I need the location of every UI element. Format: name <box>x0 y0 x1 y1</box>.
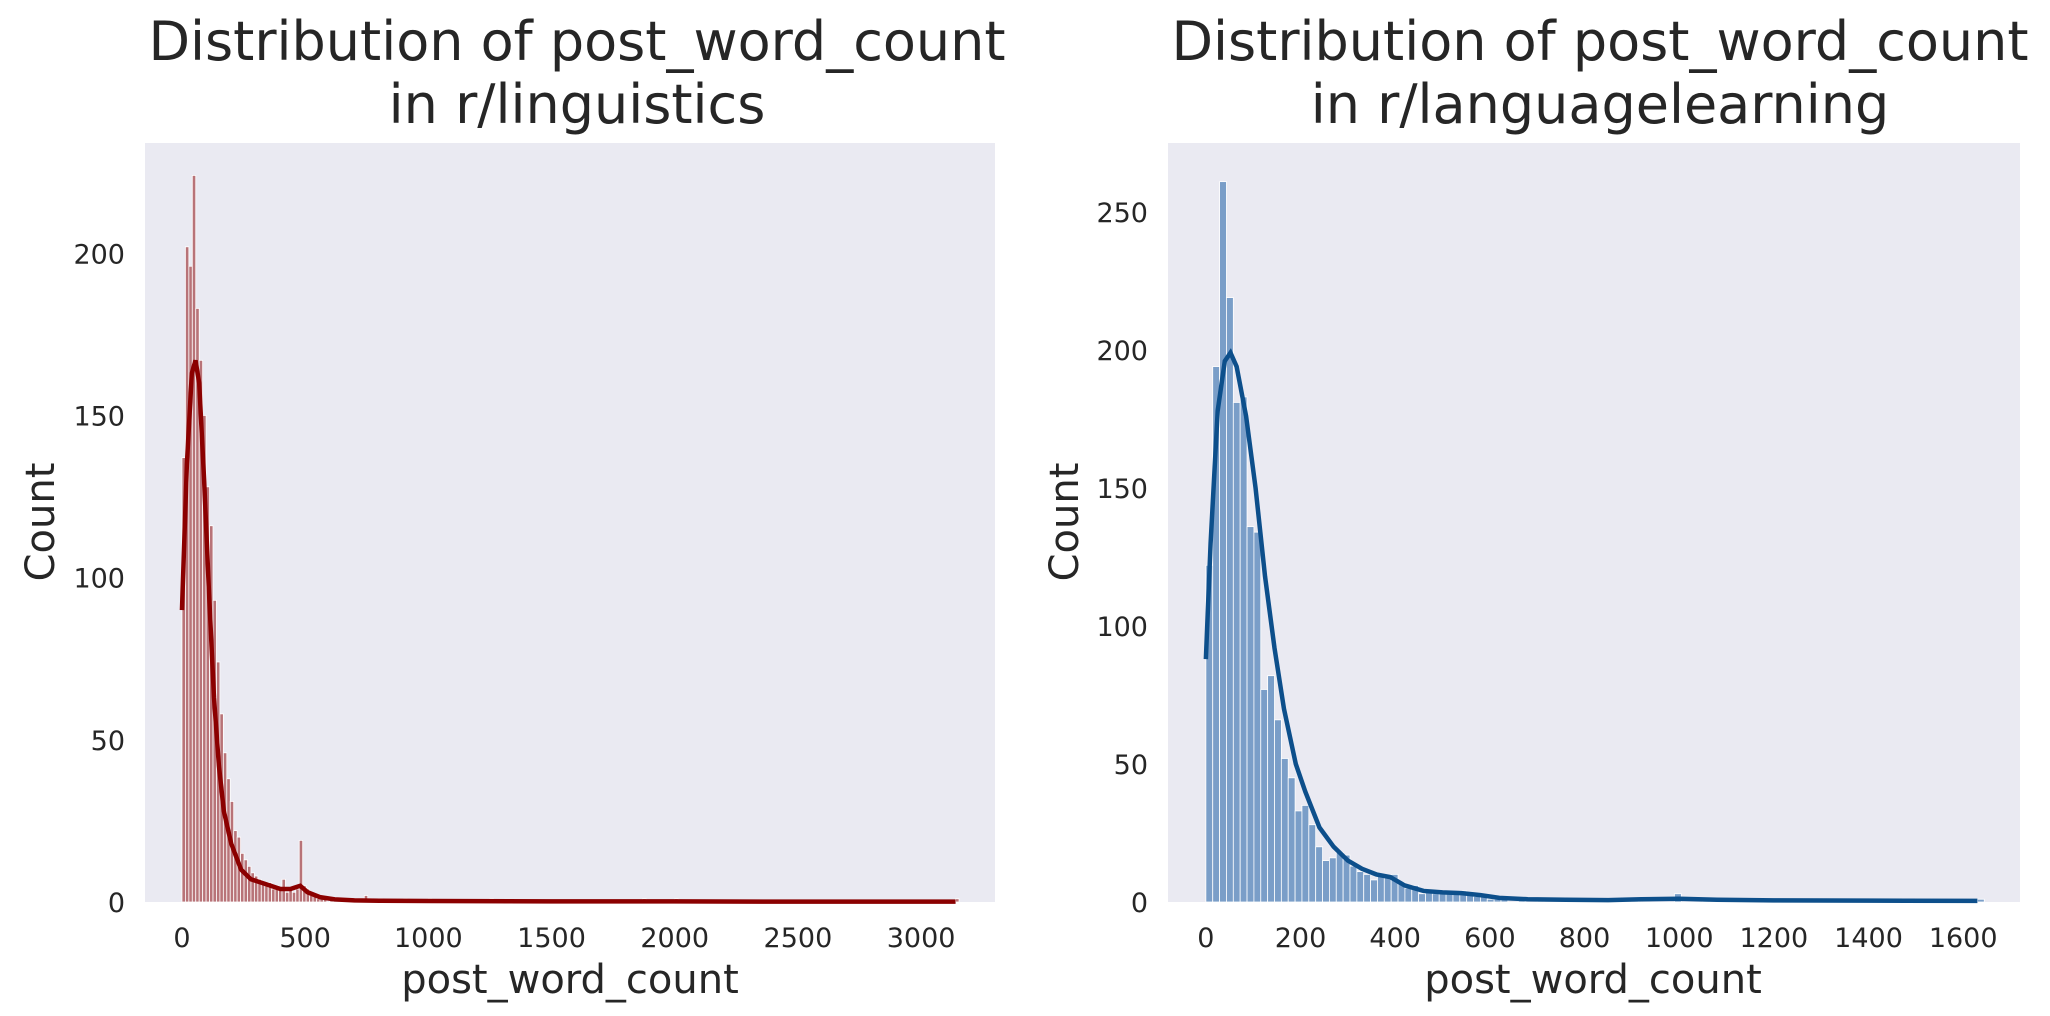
histogram-bar-11 <box>1280 758 1289 903</box>
histogram-bar-31 <box>1418 893 1426 903</box>
x-tick-label-1000: 1000 <box>1645 923 1714 954</box>
chart-title-line2: in r/languagelearning <box>1311 73 1890 136</box>
histogram-bar-25 <box>1377 874 1385 903</box>
histogram-bar-19 <box>1335 851 1344 903</box>
histogram-bar-9 <box>1267 675 1275 903</box>
y-tick-label-150: 150 <box>1096 474 1148 505</box>
histogram-bar-19 <box>247 865 252 903</box>
kde-curve <box>179 359 956 904</box>
histogram-bar-12 <box>1287 777 1296 903</box>
chart-linguistics: Distribution of post_word_count in r/lin… <box>18 10 1006 1003</box>
x-tick-label-400: 400 <box>1369 923 1421 954</box>
kde-curve <box>1203 348 1978 904</box>
y-tick-label-100: 100 <box>1096 612 1148 643</box>
histogram-bar-4 <box>1232 402 1241 903</box>
histogram-bar-34 <box>298 839 304 903</box>
x-tick-label-1400: 1400 <box>1834 923 1903 954</box>
y-tick-label-0: 0 <box>108 888 125 919</box>
x-tick-label-200: 200 <box>1275 923 1327 954</box>
histogram-bar-53 <box>955 898 960 903</box>
histogram-bar-15 <box>1308 824 1317 903</box>
y-tick-label-50: 50 <box>1114 750 1148 781</box>
x-tick-label-600: 600 <box>1464 923 1516 954</box>
x-tick-label-1500: 1500 <box>517 923 586 954</box>
histogram-bar-1 <box>185 246 190 903</box>
histogram-bar-10 <box>1274 719 1282 903</box>
histogram-bar-33 <box>295 888 300 903</box>
histogram-bar-5 <box>1239 396 1248 903</box>
histogram-bar-3 <box>1226 297 1234 903</box>
x-tick-label-500: 500 <box>279 923 331 954</box>
histogram-bar-33 <box>1431 893 1440 903</box>
histogram-bar-29 <box>1404 887 1413 903</box>
x-tick-label-1200: 1200 <box>1740 923 1809 954</box>
histogram-bar-18 <box>1329 857 1337 903</box>
histogram-bar-6 <box>1246 526 1255 903</box>
histogram-bar-30 <box>285 891 290 903</box>
histogram-bar-2 <box>1219 181 1227 903</box>
histogram-bar-54 <box>1977 898 1985 903</box>
plot-area <box>1168 143 2020 902</box>
chart-title-line2: in r/linguistics <box>389 73 766 136</box>
y-tick-label-200: 200 <box>1096 336 1148 367</box>
y-axis-label: Count <box>18 463 64 582</box>
x-tick-labels: 0 200 400 600 800 1000 1200 1400 1600 <box>1197 923 1997 954</box>
histogram-bar-3 <box>191 175 197 903</box>
y-tick-label-150: 150 <box>73 401 125 432</box>
plot-area <box>145 143 995 902</box>
histogram-bar-21 <box>1349 865 1358 903</box>
y-tick-label-100: 100 <box>73 564 125 595</box>
histogram-bar-14 <box>1301 805 1310 903</box>
x-tick-label-2000: 2000 <box>640 923 709 954</box>
histogram-bar-39 <box>1473 896 1481 903</box>
histogram-bar-8 <box>1260 689 1269 903</box>
histogram-bar-16 <box>1315 846 1323 903</box>
histogram-bar-24 <box>1370 879 1378 903</box>
histogram-bar-41 <box>1486 898 1495 903</box>
x-tick-label-3000: 3000 <box>887 923 956 954</box>
x-tick-label-800: 800 <box>1559 923 1611 954</box>
y-tick-labels: 0 50 100 150 200 <box>73 239 125 919</box>
histogram-bar-13 <box>1294 810 1303 903</box>
x-tick-label-0: 0 <box>1197 923 1214 954</box>
histogram-bar-23 <box>1363 874 1371 903</box>
histogram-bar-18 <box>243 859 248 903</box>
histogram-bar-26 <box>271 888 276 903</box>
x-tick-label-2500: 2500 <box>764 923 833 954</box>
chart-languagelearning: Distribution of post_word_count in r/lan… <box>1042 10 2029 1003</box>
histogram-bar-26 <box>1383 876 1392 903</box>
histogram-bar-22 <box>1356 871 1365 903</box>
y-tick-label-50: 50 <box>91 726 125 757</box>
x-tick-label-1000: 1000 <box>394 923 463 954</box>
histogram-bar-17 <box>1322 860 1330 903</box>
y-tick-label-200: 200 <box>73 239 125 270</box>
histogram-bar-7 <box>1253 531 1262 903</box>
y-tick-label-0: 0 <box>1131 888 1148 919</box>
x-tick-label-1600: 1600 <box>1929 923 1998 954</box>
histogram-bar-2 <box>188 265 193 903</box>
x-tick-labels: 0 500 1000 1500 2000 2500 3000 <box>173 923 955 954</box>
histogram-bar-15 <box>233 830 238 903</box>
y-tick-label-250: 250 <box>1096 198 1148 229</box>
x-axis-label: post_word_count <box>1424 957 1762 1003</box>
chart-title-line1: Distribution of post_word_count <box>148 10 1005 73</box>
y-axis-label: Count <box>1042 463 1088 582</box>
histogram-bar-32 <box>291 891 297 903</box>
x-axis-label: post_word_count <box>401 957 739 1003</box>
x-tick-label-0: 0 <box>173 923 190 954</box>
histogram-bar-24 <box>264 885 269 903</box>
chart-title-line1: Distribution of post_word_count <box>1171 10 2028 73</box>
y-tick-labels: 0 50 100 150 200 250 <box>1096 198 1148 919</box>
histogram-bar-17 <box>240 852 245 903</box>
